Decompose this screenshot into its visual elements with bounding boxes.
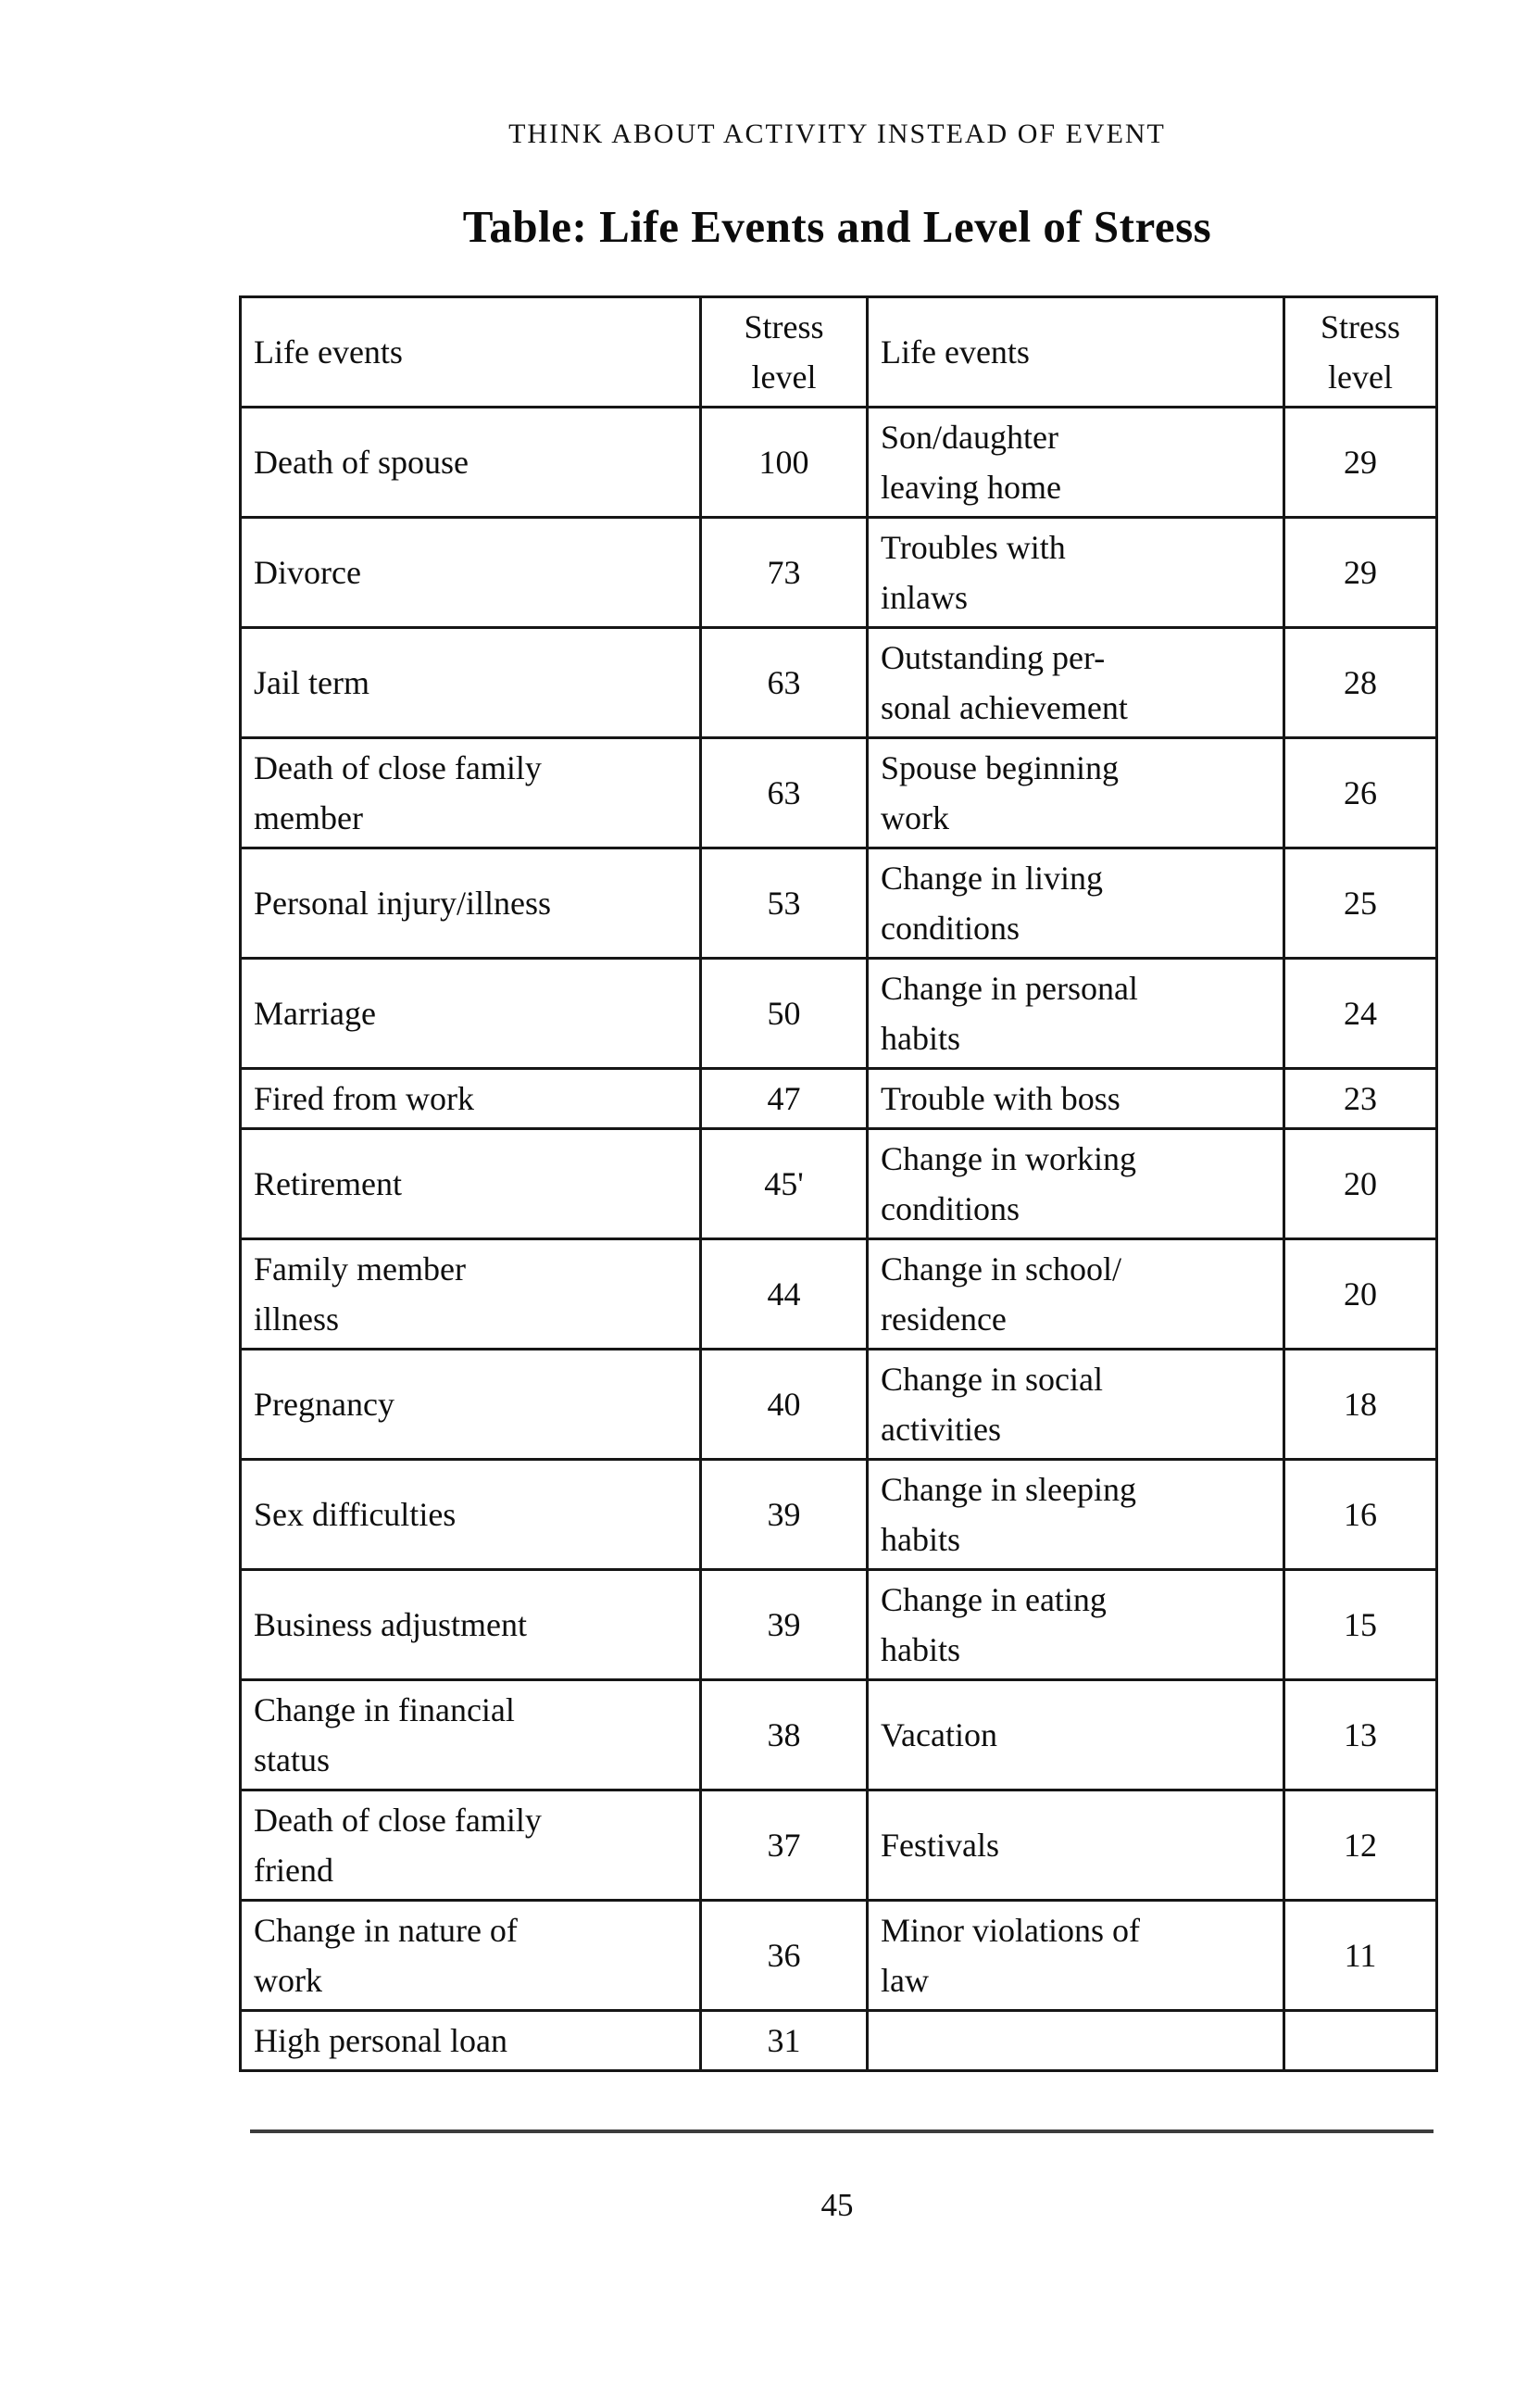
stress-level-cell: 31 (699, 2009, 869, 2072)
page-title: Table: Life Events and Level of Stress (462, 201, 1212, 252)
life-event-cell: Vacation (866, 1678, 1285, 1791)
page-content: THINK ABOUT ACTIVITY INSTEAD OF EVENT Ta… (239, 0, 1438, 2224)
stress-level-cell (1283, 2009, 1438, 2072)
stress-level-cell: 29 (1283, 406, 1438, 519)
life-event-cell: Change in nature of work (239, 1899, 702, 2012)
stress-level-cell: 26 (1283, 736, 1438, 849)
stress-level-cell: 28 (1283, 626, 1438, 739)
table-row: Retirement 45' Change in working condition… (239, 1127, 1438, 1240)
life-event-cell: Pregnancy (239, 1348, 702, 1461)
stress-level-cell: 44 (699, 1237, 869, 1351)
table-header: Life events Stress level Life events Str… (239, 295, 1438, 408)
table-row: Death of spouse 100 Son/daughter leaving h… (239, 406, 1438, 519)
life-event-cell: Troubles with inlaws (866, 516, 1285, 629)
stress-level-cell: 24 (1283, 957, 1438, 1070)
life-event-cell: Change in school/ residence (866, 1237, 1285, 1351)
stress-level-cell: 25 (1283, 847, 1438, 960)
life-event-cell: Jail term (239, 626, 702, 739)
stress-level-cell: 37 (699, 1789, 869, 1902)
table-body: Death of spouse 100 Son/daughter leaving h… (239, 406, 1438, 2072)
table-row: Jail term 63 Outstanding per- sonal achiev… (239, 626, 1438, 739)
column-header-life-events-right: Life events (866, 295, 1285, 408)
life-event-cell: Change in working conditions (866, 1127, 1285, 1240)
life-events-table: Life events Stress level Life events Str… (239, 295, 1438, 2072)
life-event-cell: Son/daughter leaving home (866, 406, 1285, 519)
stress-level-cell: 63 (699, 736, 869, 849)
life-event-cell: Death of spouse (239, 406, 702, 519)
stress-level-cell: 39 (699, 1568, 869, 1681)
life-event-cell: Change in living conditions (866, 847, 1285, 960)
stress-level-cell: 18 (1283, 1348, 1438, 1461)
column-header-life-events-left: Life events (239, 295, 702, 408)
life-event-cell: Divorce (239, 516, 702, 629)
life-event-cell: Outstanding per- sonal achievement (866, 626, 1285, 739)
footer-rule (250, 2129, 1434, 2133)
life-event-cell: Business adjustment (239, 1568, 702, 1681)
table-row: Death of close family friend 37 Festivals 1… (239, 1789, 1438, 1902)
table-row: High personal loan 31 (239, 2009, 1438, 2072)
table-row: Change in financial status 38 Vacation 13 (239, 1678, 1438, 1791)
stress-level-cell: 63 (699, 626, 869, 739)
header-row: Life events Stress level Life events Str… (239, 295, 1438, 408)
stress-level-cell: 73 (699, 516, 869, 629)
table-row: Sex difficulties 39 Change in sleeping hab… (239, 1458, 1438, 1571)
life-event-cell: Marriage (239, 957, 702, 1070)
life-event-cell: Change in eating habits (866, 1568, 1285, 1681)
stress-level-cell: 40 (699, 1348, 869, 1461)
life-event-cell: Change in sleeping habits (866, 1458, 1285, 1571)
column-header-stress-level-left: Stress level (699, 295, 869, 408)
stress-level-cell: 20 (1283, 1237, 1438, 1351)
life-event-cell: Change in financial status (239, 1678, 702, 1791)
table-row: Marriage 50 Change in personal habits 24 (239, 957, 1438, 1070)
stress-level-cell: 29 (1283, 516, 1438, 629)
life-event-cell: High personal loan (239, 2009, 702, 2072)
table-row: Fired from work 47 Trouble with boss 23 (239, 1067, 1438, 1130)
stress-level-cell: 20 (1283, 1127, 1438, 1240)
stress-level-cell: 13 (1283, 1678, 1438, 1791)
table-row: Pregnancy 40 Change in social activities 18 (239, 1348, 1438, 1461)
table-row: Divorce 73 Troubles with inlaws 29 (239, 516, 1438, 629)
table-row: Change in nature of work 36 Minor violatio… (239, 1899, 1438, 2012)
stress-level-cell: 50 (699, 957, 869, 1070)
life-event-cell: Sex difficulties (239, 1458, 702, 1571)
stress-level-cell: 11 (1283, 1899, 1438, 2012)
stress-level-cell: 39 (699, 1458, 869, 1571)
life-event-cell (866, 2009, 1285, 2072)
life-event-cell: Change in personal habits (866, 957, 1285, 1070)
stress-level-cell: 53 (699, 847, 869, 960)
stress-level-cell: 12 (1283, 1789, 1438, 1902)
life-event-cell: Festivals (866, 1789, 1285, 1902)
life-event-cell: Death of close family friend (239, 1789, 702, 1902)
life-event-cell: Trouble with boss (866, 1067, 1285, 1130)
stress-level-cell: 100 (699, 406, 869, 519)
column-header-stress-level-right: Stress level (1283, 295, 1438, 408)
life-event-cell: Spouse beginning work (866, 736, 1285, 849)
stress-level-cell: 23 (1283, 1067, 1438, 1130)
stress-level-cell: 38 (699, 1678, 869, 1791)
stress-level-cell: 45' (699, 1127, 869, 1240)
table-row: Personal injury/illness 53 Change in livin… (239, 847, 1438, 960)
table-row: Business adjustment 39 Change in eating ha… (239, 1568, 1438, 1681)
stress-level-cell: 16 (1283, 1458, 1438, 1571)
life-event-cell: Fired from work (239, 1067, 702, 1130)
page-number: 45 (820, 2187, 854, 2223)
life-event-cell: Change in social activities (866, 1348, 1285, 1461)
life-event-cell: Personal injury/illness (239, 847, 702, 960)
table-row: Death of close family member 63 Spouse beg… (239, 736, 1438, 849)
stress-level-cell: 36 (699, 1899, 869, 2012)
life-event-cell: Death of close family member (239, 736, 702, 849)
life-event-cell: Family member illness (239, 1237, 702, 1351)
stress-level-cell: 15 (1283, 1568, 1438, 1681)
life-event-cell: Minor violations of law (866, 1899, 1285, 2012)
running-header: THINK ABOUT ACTIVITY INSTEAD OF EVENT (508, 119, 1166, 149)
stress-level-cell: 47 (699, 1067, 869, 1130)
life-event-cell: Retirement (239, 1127, 702, 1240)
table-row: Family member illness 44 Change in school/… (239, 1237, 1438, 1351)
